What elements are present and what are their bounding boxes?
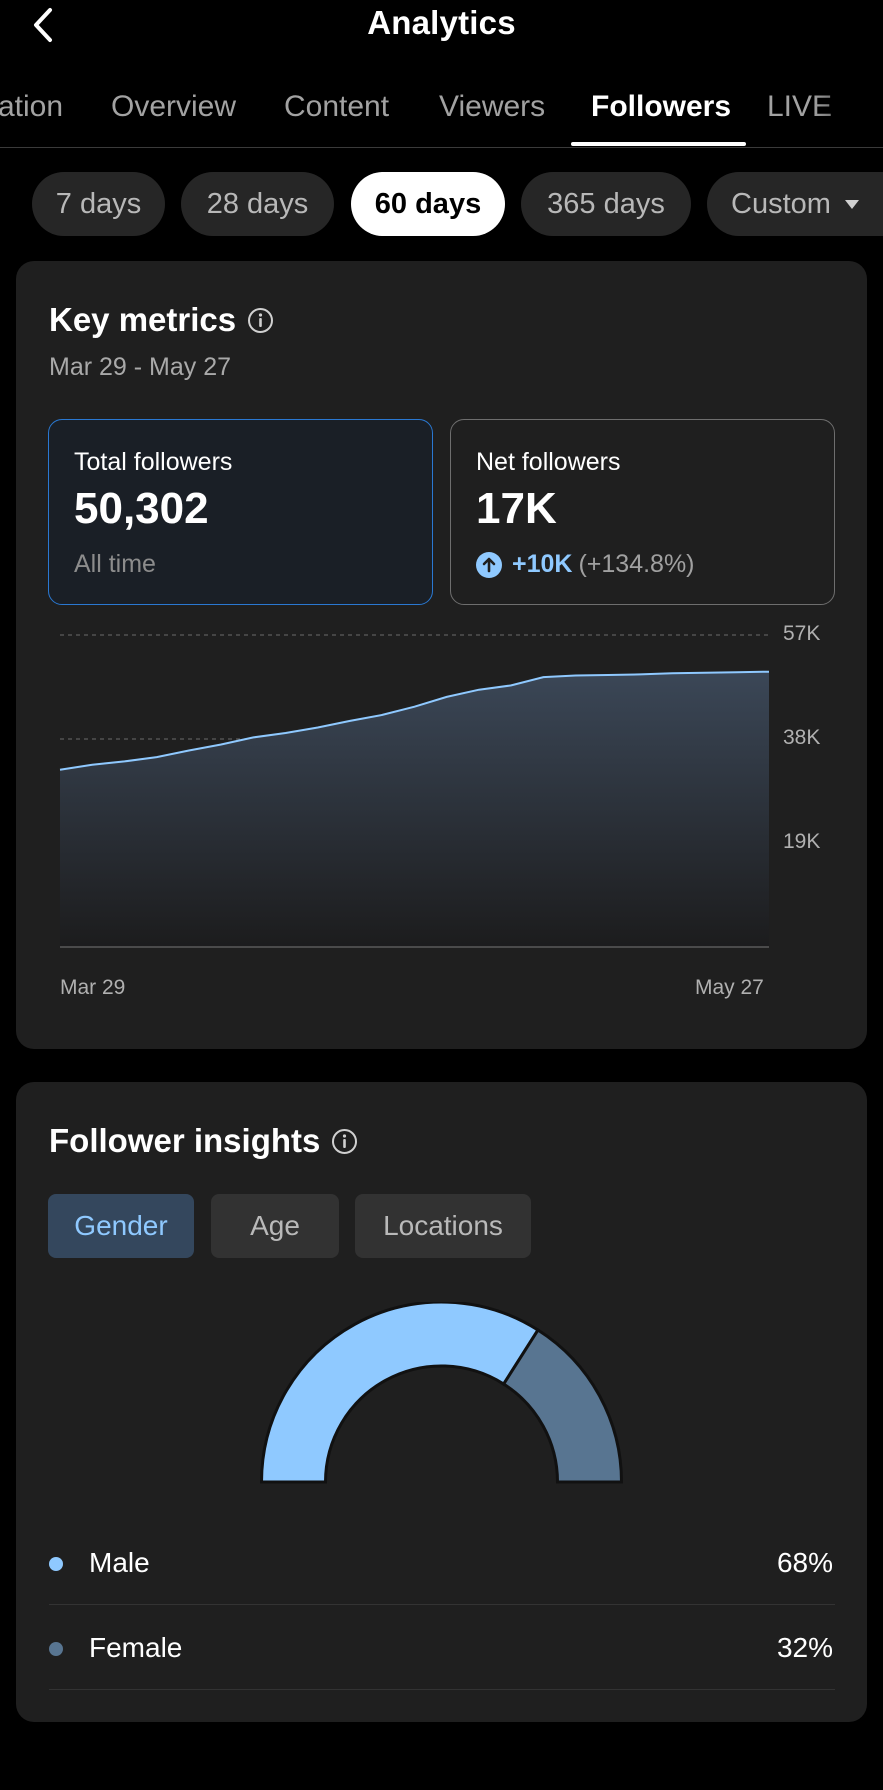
legend-value: 32% xyxy=(776,1632,833,1663)
date-range-label: Mar 29 - May 27 xyxy=(49,353,232,381)
caret-down-icon xyxy=(844,199,859,209)
legend-row-male: Male 68% xyxy=(49,1521,835,1605)
range-365-days[interactable]: 365 days xyxy=(521,172,691,236)
tabs-fade xyxy=(813,76,883,147)
date-range-selector: 7 days 28 days 60 days 365 days Custom xyxy=(0,172,883,236)
back-button[interactable] xyxy=(28,4,62,46)
metric-value: 17K xyxy=(476,484,557,533)
legend-dot xyxy=(49,1557,63,1571)
key-metrics-card: Key metrics Mar 29 - May 27 Total follow… xyxy=(16,261,867,1049)
donut-slice-male[interactable] xyxy=(259,1302,541,1484)
legend-dot xyxy=(49,1642,63,1656)
insights-title: Follower insights xyxy=(49,1122,321,1159)
tab-inspiration[interactable]: ation xyxy=(0,90,64,123)
tab-overview[interactable]: Overview xyxy=(111,90,237,123)
chevron-left-icon xyxy=(34,8,52,42)
chart-area-fill xyxy=(60,671,769,947)
key-metrics-title: Key metrics xyxy=(49,301,237,338)
tab-viewers[interactable]: Viewers xyxy=(439,90,546,123)
y-tick-label: 38K xyxy=(783,726,821,749)
analytics-tabs: ation Overview Content Viewers Followers… xyxy=(0,76,883,148)
legend-value: 68% xyxy=(776,1547,833,1578)
header: Analytics xyxy=(0,0,883,50)
active-tab-indicator xyxy=(571,142,746,146)
key-metrics-title-row: Key metrics xyxy=(49,301,274,339)
segment-gender[interactable]: Gender xyxy=(48,1194,194,1258)
gender-half-donut xyxy=(259,1302,624,1484)
tab-content[interactable]: Content xyxy=(284,90,390,123)
followers-area-chart xyxy=(59,634,770,948)
net-delta-pct: (+134.8%) xyxy=(578,550,695,578)
arrow-up-circle-icon xyxy=(476,551,502,578)
range-7-days[interactable]: 7 days xyxy=(32,172,165,236)
x-tick-label-end: May 27 xyxy=(695,976,764,999)
chart-series-line xyxy=(59,670,770,771)
range-60-days[interactable]: 60 days xyxy=(351,172,505,236)
segment-locations[interactable]: Locations xyxy=(355,1194,531,1258)
info-icon[interactable] xyxy=(247,307,274,334)
metric-label: Net followers xyxy=(476,448,621,476)
metric-sub: +10K (+134.8%) xyxy=(476,550,695,579)
y-tick-label: 57K xyxy=(783,622,821,645)
tab-followers[interactable]: Followers xyxy=(591,90,732,123)
donut-slice-female[interactable] xyxy=(501,1327,624,1484)
metric-sub: All time xyxy=(74,550,156,579)
range-custom-dropdown[interactable]: Custom xyxy=(707,172,883,236)
metric-sub-text: All time xyxy=(74,550,156,578)
page-title: Analytics xyxy=(367,4,516,41)
x-tick-label-start: Mar 29 xyxy=(60,976,126,999)
metric-label: Total followers xyxy=(74,448,233,476)
total-followers-metric[interactable]: Total followers 50,302 All time xyxy=(48,419,433,605)
legend-name: Female xyxy=(89,1632,183,1663)
metric-value: 50,302 xyxy=(74,484,209,533)
range-custom-label: Custom xyxy=(731,187,831,220)
legend-name: Male xyxy=(89,1547,150,1578)
segment-age[interactable]: Age xyxy=(211,1194,339,1258)
follower-insights-card: Follower insights Gender Age Locations M… xyxy=(16,1082,867,1722)
net-delta: +10K xyxy=(512,550,573,578)
legend-row-female: Female 32% xyxy=(49,1606,835,1690)
insights-title-row: Follower insights xyxy=(49,1122,358,1160)
followers-chart: 57K 38K 19K Mar 29 May 27 xyxy=(16,622,867,1011)
info-icon[interactable] xyxy=(331,1128,358,1155)
y-tick-label: 19K xyxy=(783,830,821,853)
range-28-days[interactable]: 28 days xyxy=(181,172,334,236)
net-followers-metric[interactable]: Net followers 17K +10K (+134.8%) xyxy=(450,419,835,605)
